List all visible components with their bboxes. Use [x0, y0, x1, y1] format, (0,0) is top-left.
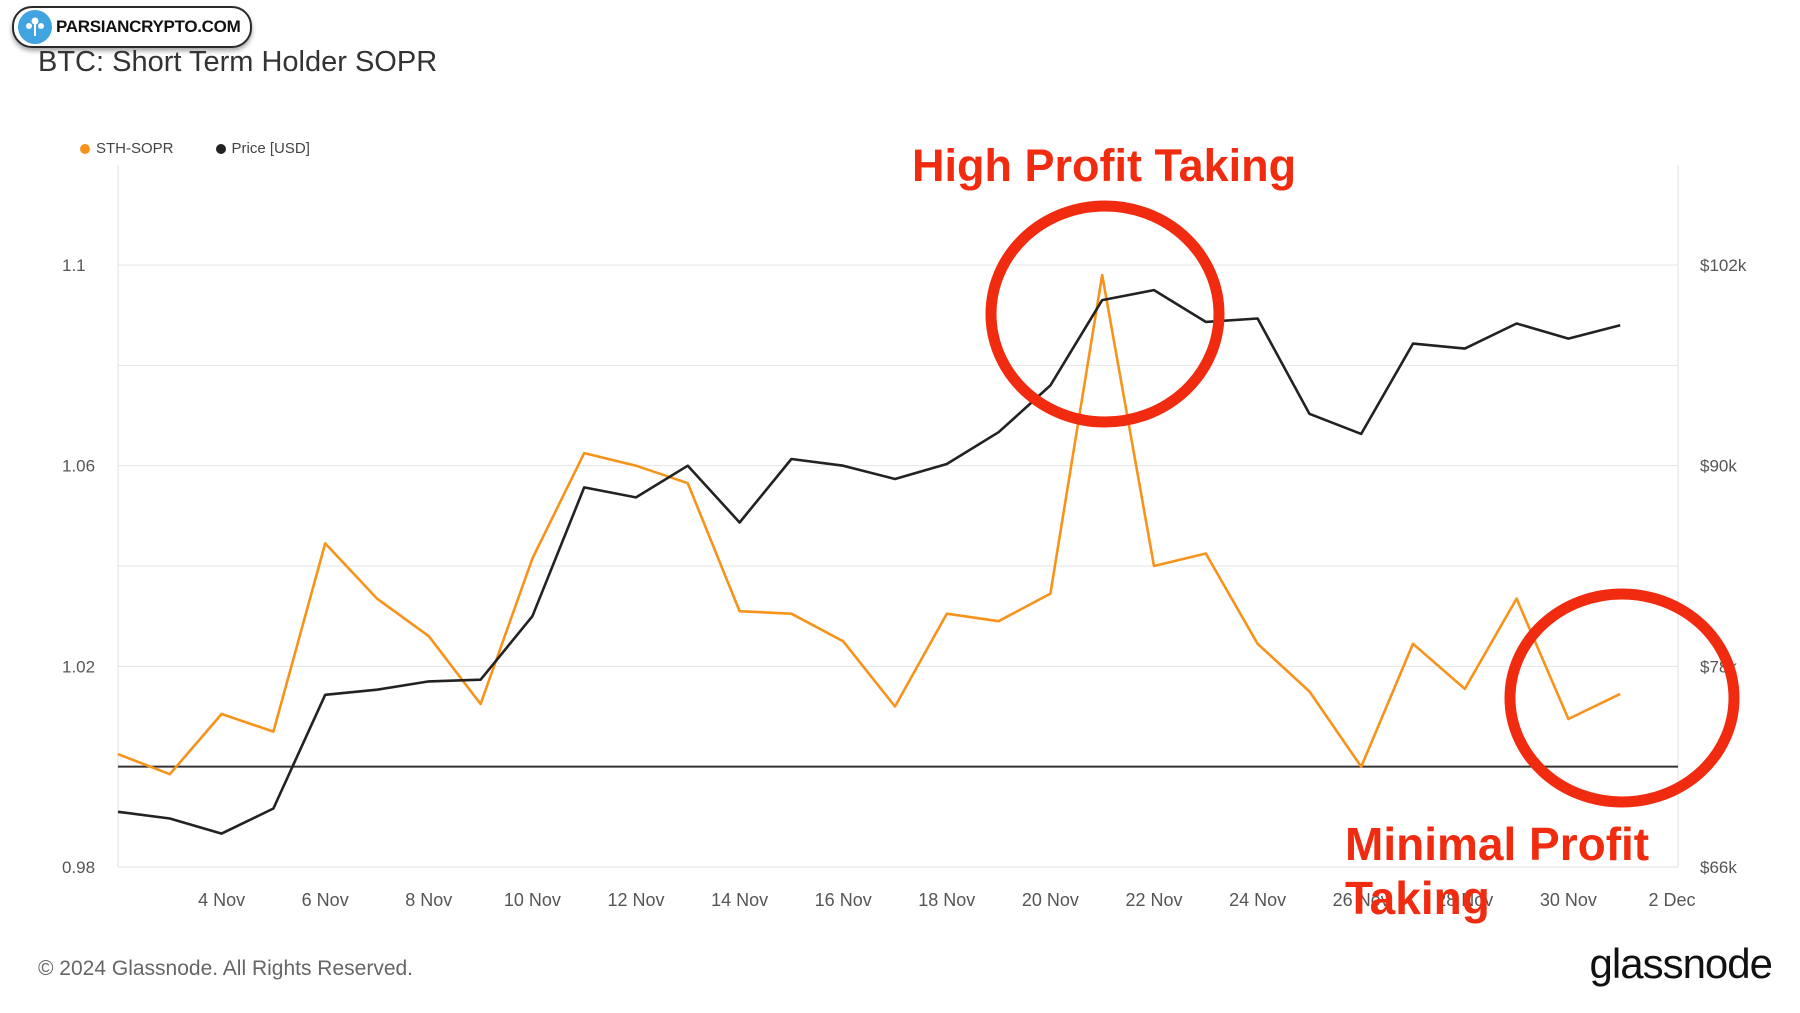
x-axis-tick-label: 14 Nov [711, 890, 768, 910]
right-axis-tick-label: $66k [1700, 858, 1737, 877]
x-axis-tick-label: 2 Dec [1648, 890, 1695, 910]
x-axis-tick-label: 22 Nov [1125, 890, 1182, 910]
sth-sopr-line [117, 273, 1621, 776]
watermark-text: PARSIANCRYPTO.COM [56, 17, 241, 36]
x-axis-tick-label: 26 Nov [1333, 890, 1390, 910]
left-axis-tick-label: 0.98 [62, 858, 95, 877]
x-axis-tick-label: 10 Nov [504, 890, 561, 910]
right-axis-tick-label: $102k [1700, 256, 1747, 275]
x-axis-tick-label: 24 Nov [1229, 890, 1286, 910]
grid-lines [117, 165, 1679, 868]
x-axis-tick-label: 12 Nov [607, 890, 664, 910]
legend-dot-orange [80, 143, 90, 154]
minimal-profit-circle [1504, 588, 1740, 808]
x-axis-tick-label: 18 Nov [918, 890, 975, 910]
annotation-minimal-profit: Minimal Profit Taking [1345, 818, 1650, 924]
x-axis-tick-label: 28 Nov [1436, 890, 1493, 910]
legend-label-sth-sopr: STH-SOPR [96, 140, 174, 157]
legend-label-price: Price [USD] [231, 140, 310, 157]
x-axis-tick-label: 8 Nov [405, 890, 452, 910]
copyright-text: © 2024 Glassnode. All Rights Reserved. [38, 957, 414, 980]
watermark-badge: PARSIANCRYPTO.COM [12, 6, 253, 48]
chart-title: BTC: Short Term Holder SOPR [38, 46, 438, 78]
left-axis-tick-label: 1.06 [62, 457, 95, 476]
legend-item-sth-sopr[interactable]: STH-SOPR [80, 140, 174, 157]
x-axis-tick-label: 30 Nov [1540, 890, 1597, 910]
tree-logo-icon [18, 10, 52, 44]
legend-item-price[interactable]: Price [USD] [215, 140, 310, 157]
x-axis-tick-label: 6 Nov [302, 890, 349, 910]
chart-legend: STH-SOPR Price [USD] [80, 140, 310, 157]
series-layer [117, 273, 1678, 835]
left-axis-tick-label: 1.02 [62, 657, 95, 676]
x-axis-tick-label: 20 Nov [1022, 890, 1079, 910]
right-axis-tick-label: $90k [1700, 457, 1737, 476]
legend-dot-black [215, 143, 226, 154]
x-axis-tick-label: 16 Nov [815, 890, 872, 910]
high-profit-circle [985, 200, 1225, 428]
x-axis-tick-label: 4 Nov [198, 890, 245, 910]
annotation-circles [985, 200, 1740, 808]
price-line [117, 288, 1621, 835]
glassnode-logo: glassnode [1589, 940, 1773, 987]
left-axis-tick-label: 1.1 [62, 256, 86, 275]
annotation-high-profit: High Profit Taking [912, 140, 1297, 191]
